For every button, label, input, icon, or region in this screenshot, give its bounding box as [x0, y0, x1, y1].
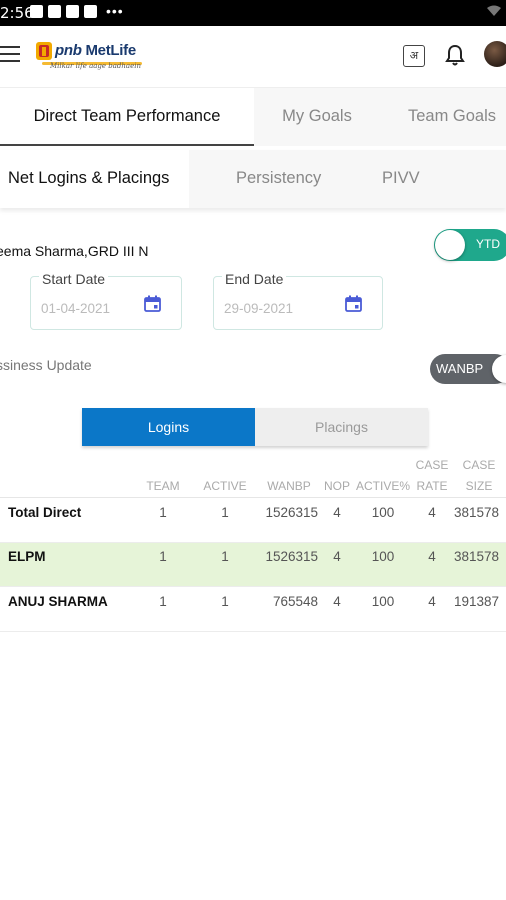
- placings-button[interactable]: Placings: [255, 408, 428, 446]
- table-row[interactable]: ELPM 1 1 1526315 4 100 4 381578: [0, 543, 506, 587]
- notification-icon: [30, 5, 43, 18]
- column-header-case-size-2: SIZE: [465, 479, 493, 493]
- tab-direct-team-performance[interactable]: Direct Team Performance: [0, 88, 254, 146]
- logo-tagline: Milkar life aage badhaein: [50, 62, 141, 70]
- cell-wanbp: 1526315: [265, 505, 318, 520]
- cell-case-rate: 4: [428, 594, 436, 609]
- cell-case-size: 381578: [454, 549, 500, 564]
- logo-swoosh: [42, 62, 142, 65]
- secondary-tabs: Net Logins & Placings Persistency PIVV: [0, 150, 506, 208]
- cell-case-size: 191387: [454, 594, 500, 609]
- cell-team: 1: [159, 505, 167, 520]
- column-header-active: ACTIVE: [203, 479, 247, 493]
- tab-my-goals[interactable]: My Goals: [282, 107, 352, 125]
- cell-team: 1: [159, 549, 167, 564]
- cell-active-pct: 100: [371, 549, 395, 564]
- menu-icon[interactable]: [0, 46, 22, 64]
- logins-placings-switch: Logins Placings: [82, 408, 428, 446]
- agent-name: eema Sharma,GRD III N: [0, 243, 149, 259]
- calendar-icon[interactable]: [144, 295, 161, 312]
- ytd-toggle-label: YTD: [476, 237, 500, 251]
- wifi-icon: [487, 5, 501, 16]
- ytd-toggle[interactable]: YTD: [434, 229, 506, 261]
- more-notifications-icon: •••: [106, 3, 124, 19]
- table-header: TEAM ACTIVE WANBP NOP ACTIVE% CASE RATE …: [0, 454, 506, 498]
- start-date-field[interactable]: Start Date 01-04-2021: [30, 271, 182, 330]
- tab-team-goals[interactable]: Team Goals: [407, 107, 497, 125]
- end-date-field[interactable]: End Date 29-09-2021: [213, 271, 383, 330]
- business-update-label: ssiness Update: [0, 357, 92, 373]
- avatar[interactable]: [484, 41, 506, 67]
- status-bar: 2:56 •••: [0, 0, 506, 26]
- column-header-case-rate-2: RATE: [416, 479, 448, 493]
- tab-net-logins-placings[interactable]: Net Logins & Placings: [0, 150, 190, 208]
- status-notification-icons: •••: [30, 3, 124, 19]
- column-header-team: TEAM: [146, 479, 180, 493]
- row-name: ANUJ SHARMA: [8, 594, 108, 609]
- row-name: Total Direct: [8, 505, 82, 520]
- end-date-value: 29-09-2021: [224, 301, 294, 316]
- wanbp-toggle-label: WANBP: [436, 361, 484, 376]
- cell-active-pct: 100: [371, 505, 395, 520]
- status-time: 2:56: [0, 4, 34, 22]
- primary-tabs: Direct Team Performance My Goals Team Go…: [0, 88, 506, 146]
- language-icon[interactable]: अ: [403, 45, 425, 67]
- row-name: ELPM: [8, 549, 46, 564]
- gallery-icon: [48, 5, 61, 18]
- cell-case-rate: 4: [428, 549, 436, 564]
- column-header-case-rate-1: CASE: [415, 458, 449, 472]
- column-header-active-pct: ACTIVE%: [355, 479, 410, 493]
- cell-active-pct: 100: [371, 594, 395, 609]
- start-date-value: 01-04-2021: [41, 301, 111, 316]
- calendar-icon[interactable]: [345, 295, 362, 312]
- table-row[interactable]: ANUJ SHARMA 1 1 765548 4 100 4 191387: [0, 588, 506, 632]
- logins-button[interactable]: Logins: [82, 408, 255, 446]
- cell-active: 1: [221, 549, 229, 564]
- image-icon: [84, 5, 97, 18]
- cell-active: 1: [221, 594, 229, 609]
- column-header-nop: NOP: [323, 479, 350, 493]
- table-row[interactable]: Total Direct 1 1 1526315 4 100 4 381578: [0, 499, 506, 543]
- start-date-label: Start Date: [39, 271, 109, 287]
- toggle-knob: [492, 355, 506, 383]
- cell-case-rate: 4: [428, 505, 436, 520]
- cell-wanbp: 765548: [272, 594, 318, 609]
- logo-mark-icon: [36, 42, 52, 60]
- column-header-case-size-1: CASE: [462, 458, 496, 472]
- pnb-metlife-logo: pnb MetLife Milkar life aage badhaein: [36, 40, 148, 76]
- logo-wordmark: pnb MetLife: [55, 42, 136, 59]
- tab-persistency[interactable]: Persistency: [236, 169, 322, 187]
- column-header-wanbp: WANBP: [267, 479, 311, 493]
- tab-pivv[interactable]: PIVV: [382, 169, 420, 187]
- cell-nop: 4: [333, 505, 341, 520]
- cell-case-size: 381578: [454, 505, 500, 520]
- wanbp-toggle[interactable]: WANBP: [430, 354, 506, 384]
- toggle-knob: [435, 230, 465, 260]
- app-bar: pnb MetLife Milkar life aage badhaein अ: [0, 26, 506, 88]
- end-date-label: End Date: [222, 271, 287, 287]
- cell-wanbp: 1526315: [265, 549, 318, 564]
- message-icon: [66, 5, 79, 18]
- cell-nop: 4: [333, 549, 341, 564]
- cell-team: 1: [159, 594, 167, 609]
- cell-active: 1: [221, 505, 229, 520]
- bell-icon[interactable]: [445, 44, 465, 66]
- cell-nop: 4: [333, 594, 341, 609]
